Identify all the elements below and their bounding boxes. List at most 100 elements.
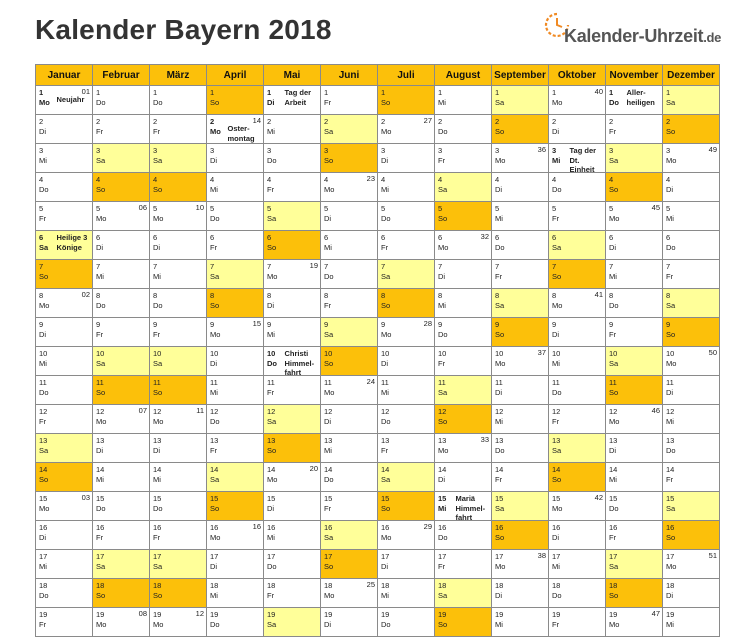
day-note-cell[interactable]: 02: [54, 288, 93, 318]
day-note-cell[interactable]: [111, 288, 150, 318]
day-cell[interactable]: 16 So: [662, 520, 682, 550]
day-cell[interactable]: 18 Di: [491, 578, 511, 608]
day-cell[interactable]: 3 Sa: [92, 143, 112, 173]
day-note-cell[interactable]: [282, 607, 321, 637]
day-cell[interactable]: 9 So: [491, 317, 511, 347]
day-note-cell[interactable]: [282, 172, 321, 202]
day-cell[interactable]: 3 Di: [206, 143, 226, 173]
day-cell[interactable]: 19 Fr: [35, 607, 55, 637]
day-cell[interactable]: 1 Do: [92, 85, 112, 115]
day-cell[interactable]: 12 Mo: [605, 404, 625, 434]
day-cell[interactable]: 18 Di: [662, 578, 682, 608]
day-cell[interactable]: 2 Do: [434, 114, 454, 144]
day-note-cell[interactable]: [510, 172, 549, 202]
day-cell[interactable]: 6 Do: [662, 230, 682, 260]
day-cell[interactable]: 11 So: [149, 375, 169, 405]
day-note-cell[interactable]: [168, 462, 207, 492]
day-cell[interactable]: 18 So: [149, 578, 169, 608]
day-cell[interactable]: 5 Mo: [605, 201, 625, 231]
day-cell[interactable]: 16 Fr: [92, 520, 112, 550]
day-cell[interactable]: 18 Sa: [434, 578, 454, 608]
day-note-cell[interactable]: [396, 288, 435, 318]
day-note-cell[interactable]: [396, 172, 435, 202]
day-cell[interactable]: 7 Sa: [377, 259, 397, 289]
day-cell[interactable]: 13 Mi: [320, 433, 340, 463]
day-note-cell[interactable]: [168, 317, 207, 347]
day-note-cell[interactable]: [624, 375, 663, 405]
day-note-cell[interactable]: [453, 201, 492, 231]
day-note-cell[interactable]: [681, 491, 720, 521]
day-note-cell[interactable]: Tag der Dt. Einheit: [567, 143, 606, 173]
day-cell[interactable]: 12 Sa: [263, 404, 283, 434]
day-note-cell[interactable]: [339, 404, 378, 434]
day-cell[interactable]: 5 Di: [320, 201, 340, 231]
day-cell[interactable]: 10 Sa: [605, 346, 625, 376]
day-note-cell[interactable]: [168, 85, 207, 115]
day-cell[interactable]: 17 Do: [263, 549, 283, 579]
day-note-cell[interactable]: [510, 375, 549, 405]
day-cell[interactable]: 1 Sa: [662, 85, 682, 115]
day-note-cell[interactable]: [510, 288, 549, 318]
day-note-cell[interactable]: 41: [567, 288, 606, 318]
day-note-cell[interactable]: [681, 317, 720, 347]
day-note-cell[interactable]: [681, 259, 720, 289]
day-note-cell[interactable]: 01 Neujahr: [54, 85, 93, 115]
day-note-cell[interactable]: 06: [111, 201, 150, 231]
day-cell[interactable]: 19 Do: [377, 607, 397, 637]
day-cell[interactable]: 8 So: [377, 288, 397, 318]
day-note-cell[interactable]: [282, 578, 321, 608]
day-cell[interactable]: 4 Do: [548, 172, 568, 202]
day-note-cell[interactable]: [168, 346, 207, 376]
day-cell[interactable]: 14 Fr: [491, 462, 511, 492]
day-cell[interactable]: 6 Mo: [434, 230, 454, 260]
day-cell[interactable]: 8 Sa: [491, 288, 511, 318]
day-note-cell[interactable]: 29: [396, 520, 435, 550]
day-cell[interactable]: 12 Fr: [548, 404, 568, 434]
day-note-cell[interactable]: [567, 317, 606, 347]
day-note-cell[interactable]: [168, 433, 207, 463]
day-note-cell[interactable]: [282, 549, 321, 579]
day-note-cell[interactable]: [453, 85, 492, 115]
day-cell[interactable]: 17 Di: [377, 549, 397, 579]
day-cell[interactable]: 17 Sa: [149, 549, 169, 579]
day-cell[interactable]: 17 Sa: [92, 549, 112, 579]
day-cell[interactable]: 5 Do: [206, 201, 226, 231]
day-note-cell[interactable]: [282, 404, 321, 434]
day-cell[interactable]: 12 So: [434, 404, 454, 434]
day-cell[interactable]: 4 Mi: [377, 172, 397, 202]
day-note-cell[interactable]: [396, 85, 435, 115]
day-cell[interactable]: 2 Sa: [320, 114, 340, 144]
day-note-cell[interactable]: [396, 462, 435, 492]
day-cell[interactable]: 8 So: [206, 288, 226, 318]
day-note-cell[interactable]: [54, 462, 93, 492]
day-cell[interactable]: 17 Mi: [35, 549, 55, 579]
day-cell[interactable]: 15 So: [206, 491, 226, 521]
day-cell[interactable]: 15 Do: [605, 491, 625, 521]
day-cell[interactable]: 10 Sa: [92, 346, 112, 376]
day-cell[interactable]: 4 Sa: [434, 172, 454, 202]
day-cell[interactable]: 9 Mi: [263, 317, 283, 347]
day-cell[interactable]: 7 Di: [434, 259, 454, 289]
day-note-cell[interactable]: [624, 462, 663, 492]
day-cell[interactable]: 19 Mo: [605, 607, 625, 637]
day-note-cell[interactable]: [111, 346, 150, 376]
day-note-cell[interactable]: [54, 578, 93, 608]
day-cell[interactable]: 4 Do: [35, 172, 55, 202]
day-cell[interactable]: 9 Do: [434, 317, 454, 347]
day-note-cell[interactable]: 19: [282, 259, 321, 289]
day-note-cell[interactable]: [681, 578, 720, 608]
day-note-cell[interactable]: [624, 549, 663, 579]
day-cell[interactable]: 13 Mo: [434, 433, 454, 463]
day-note-cell[interactable]: [567, 578, 606, 608]
day-note-cell[interactable]: [567, 114, 606, 144]
day-note-cell[interactable]: 27: [396, 114, 435, 144]
day-note-cell[interactable]: [282, 520, 321, 550]
day-cell[interactable]: 18 Fr: [263, 578, 283, 608]
day-cell[interactable]: 6 So: [263, 230, 283, 260]
day-cell[interactable]: 7 So: [35, 259, 55, 289]
day-cell[interactable]: 1 Mo: [35, 85, 55, 115]
day-cell[interactable]: 3 Mi: [35, 143, 55, 173]
day-cell[interactable]: 7 Fr: [491, 259, 511, 289]
day-note-cell[interactable]: [453, 462, 492, 492]
day-note-cell[interactable]: [168, 172, 207, 202]
